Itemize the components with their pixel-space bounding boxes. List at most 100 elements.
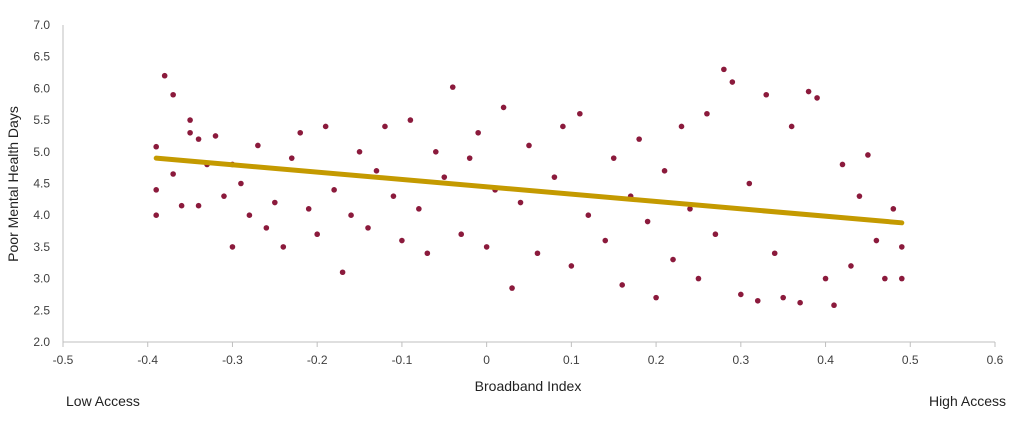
trendline [153, 155, 905, 226]
scatter-point [754, 297, 761, 304]
scatter-point [305, 206, 312, 212]
scatter-point [882, 275, 888, 282]
scatter-point [263, 225, 270, 231]
scatter-point [771, 250, 778, 257]
y-tick-label: 6.0 [33, 81, 50, 95]
scatter-point [441, 174, 448, 180]
scatter-point [746, 180, 753, 187]
scatter-point [839, 161, 846, 168]
y-tick-label: 4.5 [33, 177, 50, 191]
x-tick-label: 0.5 [902, 353, 919, 367]
scatter-point [416, 206, 422, 212]
scatter-point [712, 231, 719, 238]
y-tick-label: 2.0 [33, 335, 50, 349]
scatter-point [873, 237, 880, 244]
scatter-point [356, 149, 363, 155]
scatter-point [788, 123, 795, 130]
scatter-point [449, 84, 456, 90]
scatter-point [890, 206, 897, 212]
scatter-point [509, 285, 515, 291]
x-axis-title: Broadband Index [475, 378, 582, 394]
scatter-point [619, 282, 625, 288]
scatter-point [246, 212, 253, 218]
scatter-point [187, 117, 193, 123]
y-tick-label: 3.0 [33, 272, 50, 286]
scatter-point [390, 193, 397, 199]
x-tick-labels: -0.5 -0.4 -0.3 -0.2 -0.1 0 0.1 0.2 0.3 0.4 0.5 0.6 [53, 342, 1004, 367]
scatter-point [738, 291, 744, 298]
scatter-point [399, 237, 405, 244]
scatter-point [238, 180, 244, 187]
scatter-point [848, 263, 854, 269]
scatter-point [483, 244, 490, 250]
scatter-point [365, 225, 371, 231]
scatter-point [348, 212, 354, 218]
x-tick-label: 0.6 [987, 353, 1004, 367]
scatter-point [526, 142, 532, 149]
scatter-point [170, 171, 176, 177]
y-tick-label: 3.5 [33, 240, 50, 254]
y-tick-label: 5.5 [33, 113, 50, 127]
y-tick-label: 5.0 [33, 145, 50, 159]
scatter-point [424, 250, 431, 257]
x-tick-label: -0.1 [392, 353, 413, 367]
scatter-point [534, 250, 541, 257]
scatter-point [695, 275, 702, 282]
trendline-group [153, 155, 905, 226]
scatter-point [161, 72, 168, 79]
scatter-point [466, 155, 473, 161]
y-tick-label: 2.5 [33, 303, 50, 317]
scatter-point [822, 275, 829, 282]
y-tick-labels: 2.0 2.5 3.0 3.5 4.0 4.5 5.0 5.5 6.0 6.5 7.0 [33, 18, 50, 349]
scatter-point [255, 142, 261, 149]
scatter-point [856, 193, 863, 199]
scatter-point [797, 299, 803, 306]
scatter-point [153, 187, 159, 193]
scatter-point [831, 302, 837, 309]
scatter-point [805, 88, 812, 95]
scatter-point [153, 143, 159, 150]
scatter-point [899, 275, 905, 282]
scatter-point [212, 133, 219, 139]
scatter-point [314, 231, 320, 238]
scatter-point [280, 244, 287, 250]
scatter-point [763, 91, 770, 98]
scatter-point [568, 263, 575, 269]
scatter-point [517, 199, 524, 206]
x-tick-label: -0.5 [53, 353, 74, 367]
x-tick-label: -0.3 [222, 353, 243, 367]
scatter-point [814, 95, 820, 101]
x-tick-label: 0.4 [817, 353, 834, 367]
scatter-point [661, 168, 668, 174]
scatter-point [644, 218, 651, 225]
scatter-point [322, 123, 329, 130]
scatter-point [610, 155, 617, 161]
y-tick-label: 7.0 [33, 18, 50, 32]
x-tick-label: 0 [483, 353, 490, 367]
scatter-point [170, 91, 176, 98]
scatter-point [288, 155, 295, 161]
y-tick-label: 6.5 [33, 50, 50, 64]
scatter-point [899, 244, 905, 250]
x-tick-label: 0.1 [563, 353, 580, 367]
scatter-point [407, 117, 414, 123]
scatter-point [602, 237, 609, 244]
scatter-point [678, 123, 685, 130]
x-tick-label: 0.2 [648, 353, 665, 367]
scatter-point [865, 152, 871, 158]
scatter-point [780, 294, 786, 301]
scatter-point [500, 104, 507, 111]
x-tick-label: -0.2 [307, 353, 328, 367]
scatter-point [704, 110, 710, 117]
scatter-point [560, 123, 566, 130]
scatter-point [195, 136, 202, 142]
scatter-point [577, 110, 583, 117]
scatter-point [653, 294, 659, 301]
scatter-point [382, 123, 388, 130]
scatter-point [229, 244, 236, 250]
scatter-point [153, 212, 159, 218]
scatter-point [687, 206, 693, 212]
scatter-point [729, 79, 736, 85]
scatter-point [433, 149, 439, 155]
